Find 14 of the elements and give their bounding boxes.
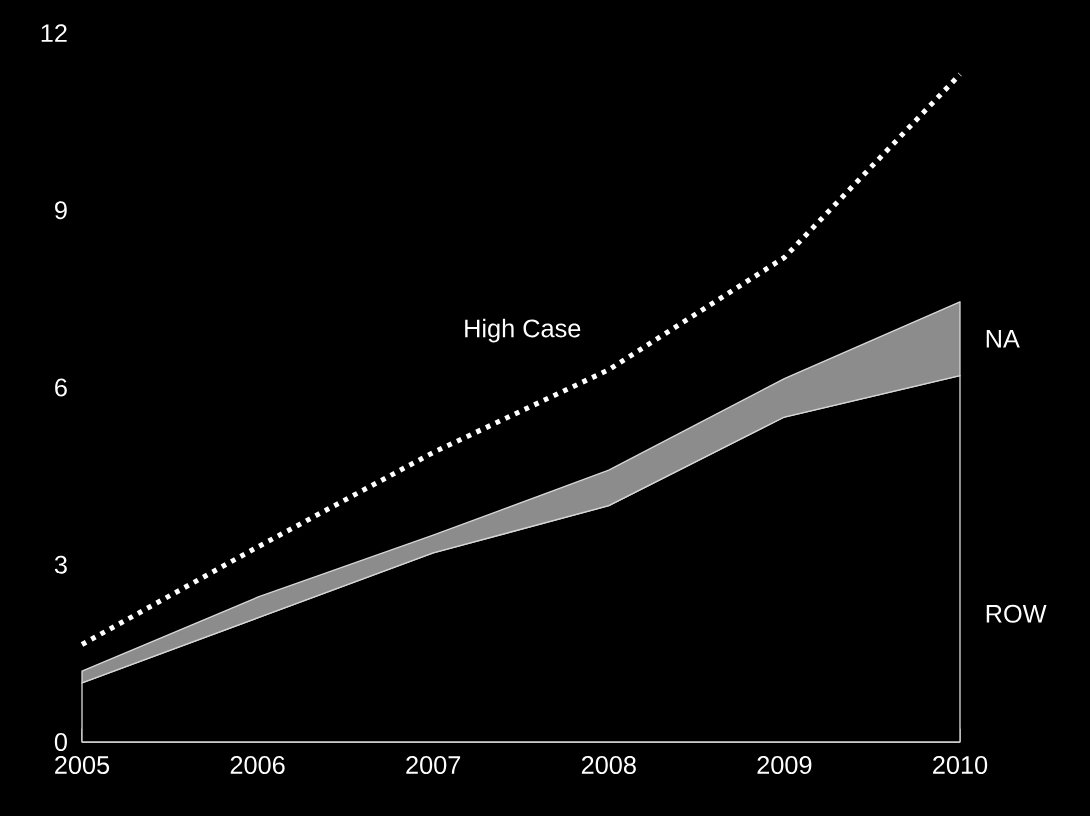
series-label: High Case bbox=[465, 318, 581, 343]
x-tick-label: 2006 bbox=[230, 756, 285, 774]
y-tick-label: 12 bbox=[41, 24, 67, 42]
x-tick-label: 2005 bbox=[55, 756, 110, 774]
x-tick-label: 2010 bbox=[933, 756, 988, 774]
y-tick-label: 9 bbox=[55, 201, 67, 220]
y-tick-label: 0 bbox=[54, 733, 67, 751]
x-tick-label: 2008 bbox=[581, 756, 636, 774]
series-label: NA bbox=[986, 330, 1020, 348]
y-tick-label: 6 bbox=[55, 378, 67, 397]
x-tick-label: 2007 bbox=[406, 756, 461, 774]
y-tick-label: 3 bbox=[54, 555, 67, 574]
x-tick-label: 2009 bbox=[757, 756, 812, 774]
series-label: ROW bbox=[986, 604, 1047, 623]
